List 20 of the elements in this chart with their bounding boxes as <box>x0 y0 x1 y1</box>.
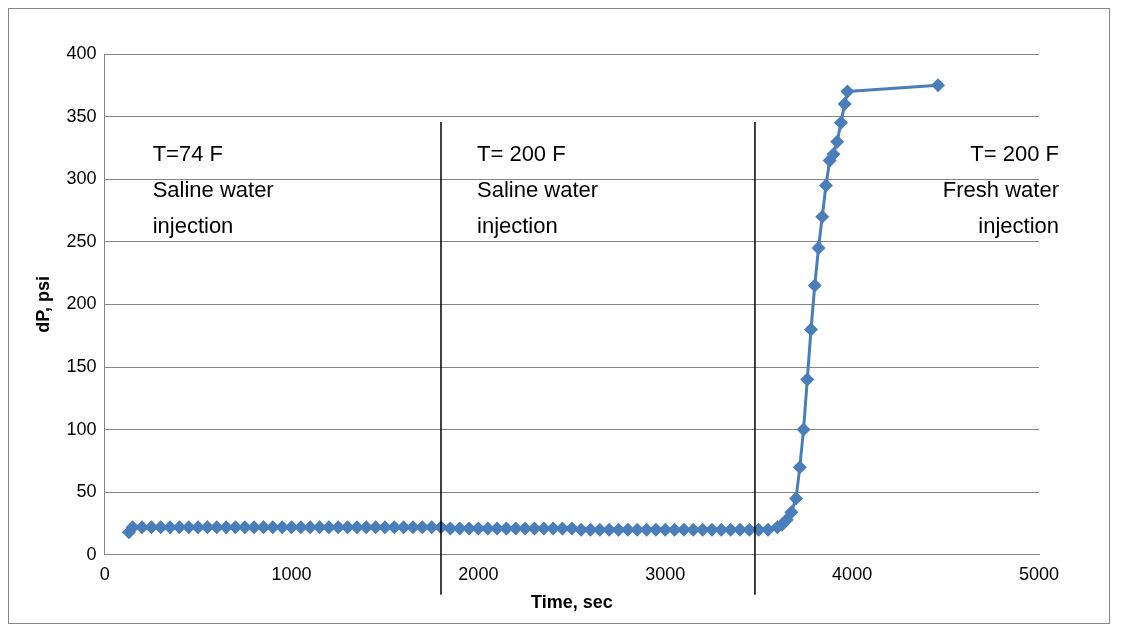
x-tick-label: 3000 <box>645 563 686 584</box>
y-tick-label: 250 <box>66 230 97 251</box>
y-axis-title: dP, psi <box>32 276 53 333</box>
y-tick-label: 50 <box>76 481 97 502</box>
y-tick-label: 100 <box>66 418 97 439</box>
x-tick-label: 5000 <box>1018 563 1060 584</box>
y-tick-label: 350 <box>66 105 97 126</box>
annotation: T= 200 F Fresh water injection <box>942 141 1059 239</box>
y-tick-label: 300 <box>66 168 97 189</box>
y-tick-label: 150 <box>66 355 97 376</box>
x-tick-label: 1000 <box>271 563 312 584</box>
x-axis-title: Time, sec <box>530 592 613 613</box>
annotation: T= 200 F Saline water injection <box>477 141 599 239</box>
annotation: T=74 F Saline water injection <box>152 141 274 239</box>
x-tick-label: 0 <box>99 563 110 584</box>
x-tick-label: 2000 <box>458 563 499 584</box>
y-tick-label: 0 <box>86 543 97 564</box>
y-tick-label: 400 <box>66 42 97 63</box>
x-tick-label: 4000 <box>832 563 873 584</box>
y-tick-label: 200 <box>66 293 97 314</box>
